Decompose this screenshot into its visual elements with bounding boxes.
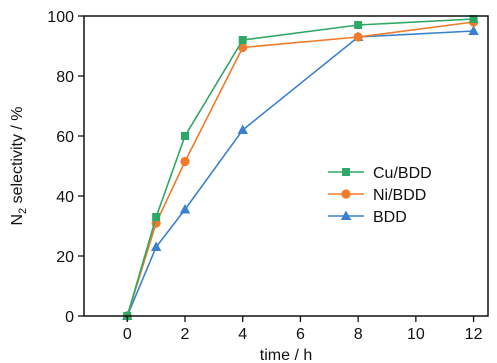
series-line-cu-bdd [126,18,474,317]
axes: 0 2 4 6 8 10 12 0 20 40 60 80 100 [47,9,489,343]
x-tick-label-12: 12 [465,326,483,343]
point-cu-bdd-1 [152,213,161,221]
legend-item-cu-bdd: Cu/BDD [328,165,432,182]
y-axis-title-main: N [9,214,26,226]
point-cu-bdd-8 [354,21,363,29]
point-bdd-2 [179,204,191,214]
y-axis-title: N2 selectivity / % [9,106,29,225]
y-axis-title-rest: selectivity / % [9,106,26,207]
point-cu-bdd-2 [181,132,189,140]
x-tick-label-6: 6 [296,326,305,343]
point-bdd-4 [237,124,248,134]
point-ni-bdd-2 [180,156,190,167]
series-line-ni-bdd [126,21,474,317]
legend-label-bdd: BDD [373,209,407,226]
point-ni-bdd-8 [353,32,363,42]
plot-area [122,15,479,321]
legend-marker-bdd [340,210,352,220]
legend-item-bdd: BDD [328,209,407,226]
x-tick-label-2: 2 [181,326,190,343]
x-tick-label-0: 0 [123,326,132,343]
plot-frame [83,15,489,317]
x-axis-title: time / h [260,347,312,363]
legend-marker-cu-bdd [342,168,350,176]
y-tick-label-20: 20 [56,249,74,266]
y-tick-label-60: 60 [56,129,74,146]
y-axis-title-subscript: 2 [17,208,29,214]
x-tick-label-4: 4 [238,326,247,343]
y-tick-label-100: 100 [47,9,74,26]
y-tick-label-0: 0 [65,309,74,326]
legend: Cu/BDD Ni/BDD BDD [328,165,432,226]
y-tick-label-40: 40 [56,189,74,206]
point-cu-bdd-12 [469,15,478,23]
legend-marker-ni-bdd [341,189,351,199]
legend-item-ni-bdd: Ni/BDD [328,187,426,204]
point-cu-bdd-4 [238,36,247,44]
point-bdd-12 [468,25,479,35]
legend-label-ni-bdd: Ni/BDD [373,187,426,204]
x-tick-label-8: 8 [354,326,363,343]
legend-label-cu-bdd: Cu/BDD [373,165,432,182]
x-tick-label-10: 10 [407,326,425,343]
y-tick-label-80: 80 [56,69,74,86]
point-bdd-1 [150,241,162,251]
series-line-bdd [126,30,474,317]
